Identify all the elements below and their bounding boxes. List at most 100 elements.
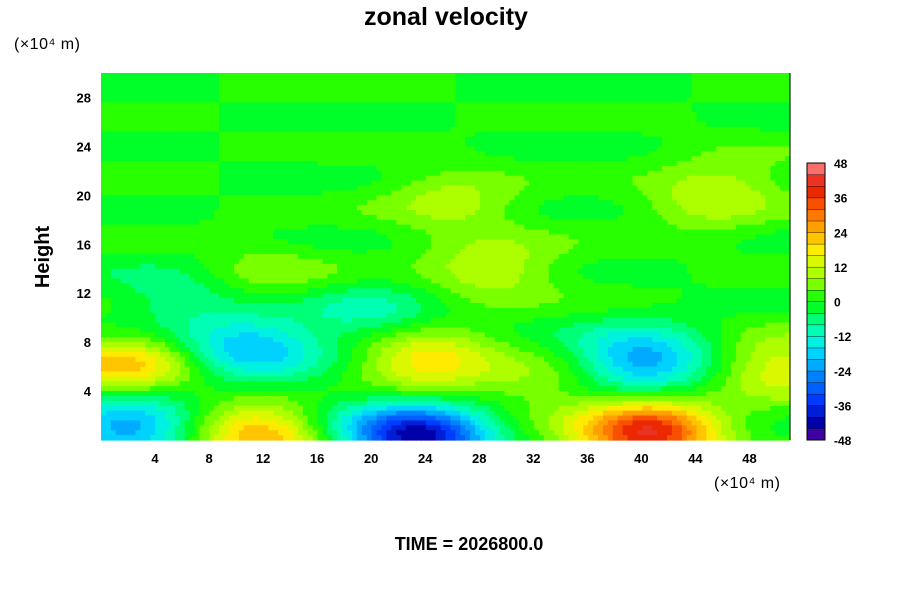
field-cell [765,92,771,99]
field-cell [475,121,481,128]
field-cell [332,141,338,147]
field-cell [602,121,609,128]
field-cell [548,200,555,206]
field-cell [297,200,304,206]
field-cell [494,102,501,108]
field-cell [337,244,343,250]
field-cell [169,117,176,123]
field-cell [696,170,703,177]
field-cell [583,185,589,192]
field-cell [140,126,146,133]
field-cell [627,82,634,89]
field-cell [292,141,299,147]
field-cell [174,239,181,245]
field-cell [548,107,555,113]
field-cell [189,112,196,118]
field-cell [637,190,643,196]
field-cell [233,136,240,143]
field-cell [243,136,250,143]
field-cell [602,175,609,182]
field-cell [292,224,299,231]
field-cell [110,180,117,187]
field-cell [484,131,491,138]
field-cell [529,117,535,123]
field-cell [233,234,240,240]
field-cell [440,126,447,133]
field-cell [420,107,427,113]
field-cell [701,210,707,216]
field-cell [322,190,328,196]
field-cell [627,102,634,108]
field-cell [189,136,196,143]
field-cell [730,185,737,192]
field-cell [450,161,456,167]
field-cell [101,190,107,196]
field-cell [396,136,402,143]
field-cell [105,234,112,240]
field-cell [721,131,727,138]
field-cell [366,126,373,133]
field-cell [219,73,225,79]
field-cell [470,244,476,250]
field-cell [455,151,461,157]
field-cell [386,131,392,138]
field-cell [553,210,560,216]
field-cell [460,219,466,226]
field-cell [612,195,619,201]
field-cell [219,77,225,84]
field-cell [312,141,319,147]
field-cell [548,190,555,196]
field-cell [194,224,201,231]
field-cell [612,97,619,103]
field-cell [652,224,658,231]
field-cell [553,77,560,84]
field-cell [696,121,703,128]
field-cell [307,170,314,177]
field-cell [194,175,201,182]
field-cell [568,112,575,118]
field-cell [455,77,461,84]
field-cell [371,136,378,143]
field-cell [706,195,712,201]
field-cell [174,244,181,250]
field-cell [632,136,639,143]
field-cell [602,82,609,89]
field-cell [642,205,648,211]
field-cell [302,214,309,221]
field-cell [666,214,673,221]
field-cell [617,165,624,172]
field-cell [238,180,245,187]
field-cell [209,229,215,236]
field-cell [671,180,678,187]
field-cell [258,195,265,201]
field-cell [199,195,205,201]
field-cell [524,244,530,250]
field-cell [484,239,491,245]
field-cell [160,219,166,226]
field-cell [750,205,757,211]
field-cell [681,126,688,133]
field-cell [302,161,309,167]
field-cell [484,117,491,123]
field-cell [578,92,584,99]
field-cell [406,146,412,152]
field-cell [219,185,225,192]
field-cell [263,239,269,245]
field-cell [278,92,284,99]
field-cell [120,185,127,192]
field-cell [297,141,304,147]
field-cell [219,165,225,172]
field-cell [563,239,570,245]
field-cell [711,77,717,84]
field-cell [475,224,481,231]
field-cell [174,210,181,216]
field-cell [169,77,176,84]
field-cell [593,161,599,167]
field-cell [273,151,279,157]
field-cell [411,180,417,187]
field-cell [440,77,447,84]
field-cell [391,121,397,128]
field-cell [780,121,786,128]
field-cell [376,141,383,147]
field-cell [657,102,663,108]
